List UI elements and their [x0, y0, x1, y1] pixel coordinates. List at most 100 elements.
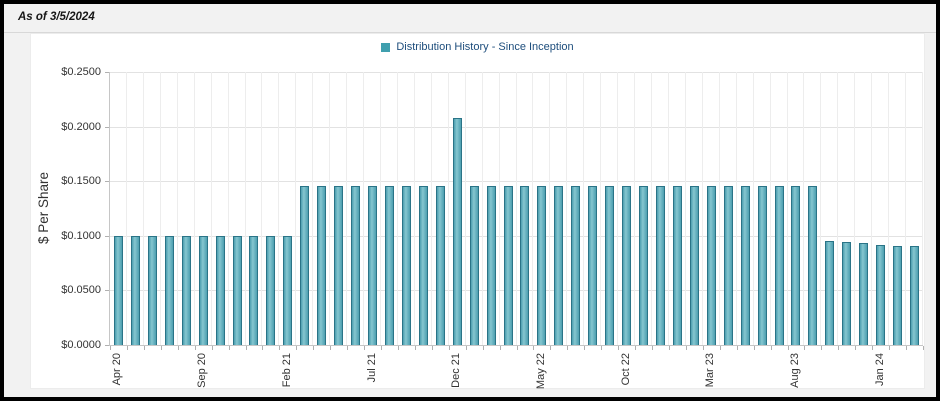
vertical-gridline [210, 72, 212, 345]
y-tick-mark [105, 345, 109, 346]
x-tick-mark [584, 346, 586, 350]
distribution-bar[interactable] [740, 185, 750, 345]
distribution-bar[interactable] [130, 235, 140, 345]
distribution-bar[interactable] [588, 185, 598, 345]
vertical-gridline [159, 72, 161, 345]
y-tick-mark [105, 181, 109, 183]
x-tick-mark [262, 346, 264, 350]
distribution-bar[interactable] [706, 185, 716, 345]
vertical-gridline [634, 72, 636, 345]
vertical-gridline [515, 72, 517, 345]
distribution-bar[interactable] [605, 185, 615, 345]
x-tick-mark [906, 346, 908, 350]
distribution-bar[interactable] [842, 241, 852, 345]
vertical-gridline [278, 72, 280, 345]
distribution-bar[interactable] [147, 235, 157, 345]
x-tick-label: Oct 22 [619, 353, 632, 386]
distribution-bar[interactable] [232, 235, 242, 345]
y-tick-mark [105, 126, 109, 128]
distribution-bar[interactable] [249, 235, 259, 345]
vertical-gridline [667, 72, 669, 345]
vertical-gridline [261, 72, 263, 345]
x-tick-mark [347, 346, 349, 350]
distribution-bar[interactable] [215, 235, 225, 345]
x-tick-mark [160, 346, 162, 350]
distribution-bar[interactable] [571, 185, 581, 345]
distribution-bar[interactable] [181, 235, 191, 345]
x-tick-mark [296, 346, 298, 350]
distribution-bar[interactable] [317, 185, 327, 345]
distribution-bar[interactable] [401, 185, 411, 345]
chart-legend[interactable]: Distribution History - Since Inception [31, 41, 924, 53]
x-tick-mark [414, 346, 416, 350]
page-background: As of 3/5/2024 Distribution History - Si… [4, 4, 936, 397]
x-tick-mark [245, 346, 247, 350]
distribution-bar[interactable] [622, 185, 632, 345]
vertical-gridline [295, 72, 297, 345]
x-tick-mark [143, 346, 145, 350]
distribution-bar[interactable] [351, 185, 361, 345]
distribution-bar[interactable] [435, 185, 445, 345]
distribution-bar[interactable] [672, 185, 682, 345]
distribution-bar[interactable] [791, 185, 801, 345]
x-tick-mark [465, 346, 467, 350]
distribution-bar[interactable] [859, 242, 869, 345]
vertical-gridline [430, 72, 432, 345]
distribution-bar[interactable] [469, 185, 479, 345]
distribution-bar[interactable] [537, 185, 547, 345]
vertical-gridline [803, 72, 805, 345]
horizontal-gridline [110, 290, 923, 292]
distribution-bar[interactable] [300, 185, 310, 345]
y-tick-label: $0.1500 [61, 175, 101, 188]
x-tick-mark [567, 346, 569, 350]
distribution-bar[interactable] [334, 185, 344, 345]
distribution-bar[interactable] [774, 185, 784, 345]
as-of-header: As of 3/5/2024 [4, 4, 936, 33]
horizontal-gridline [110, 181, 923, 183]
distribution-bar[interactable] [723, 185, 733, 345]
x-tick-mark [279, 346, 281, 350]
x-tick-mark [330, 346, 332, 350]
distribution-bar[interactable] [757, 185, 767, 345]
x-tick-mark [533, 346, 535, 350]
distribution-bar[interactable] [486, 185, 496, 345]
distribution-bar[interactable] [164, 235, 174, 345]
distribution-bar[interactable] [554, 185, 564, 345]
distribution-bar[interactable] [113, 235, 123, 345]
distribution-bar[interactable] [198, 235, 208, 345]
distribution-bar[interactable] [655, 185, 665, 345]
chart-panel: Distribution History - Since Inception $… [30, 33, 925, 389]
distribution-bar[interactable] [266, 235, 276, 345]
vertical-gridline [142, 72, 144, 345]
distribution-bar[interactable] [825, 240, 835, 345]
x-tick-label: Feb 21 [280, 353, 293, 388]
x-tick-mark [872, 346, 874, 350]
distribution-bar[interactable] [876, 245, 886, 345]
distribution-bar[interactable] [418, 185, 428, 345]
y-tick-label: $0.0500 [61, 284, 101, 297]
vertical-gridline [752, 72, 754, 345]
vertical-gridline [905, 72, 907, 345]
vertical-gridline [532, 72, 534, 345]
distribution-bar[interactable] [452, 118, 462, 345]
horizontal-gridline [110, 235, 923, 237]
distribution-bar[interactable] [368, 185, 378, 345]
distribution-bar[interactable] [910, 246, 920, 345]
x-tick-mark [719, 346, 721, 350]
y-tick-mark [105, 72, 109, 73]
x-tick-mark [702, 346, 704, 350]
distribution-bar[interactable] [384, 185, 394, 345]
x-tick-mark [126, 346, 128, 350]
distribution-bar[interactable] [503, 185, 513, 345]
y-tick-label: $0.2000 [61, 120, 101, 133]
distribution-bar[interactable] [520, 185, 530, 345]
distribution-bar[interactable] [893, 246, 903, 345]
vertical-gridline [701, 72, 703, 345]
vertical-gridline [651, 72, 652, 345]
plot-area: Apr 20 Sep 20 Feb 21 Jul 21 Dec 21 May 22 Oct … [109, 72, 924, 389]
distribution-bar[interactable] [808, 185, 818, 345]
x-tick-mark [550, 346, 552, 350]
distribution-bar[interactable] [639, 185, 649, 345]
distribution-bar[interactable] [283, 235, 293, 345]
distribution-bar[interactable] [689, 185, 699, 345]
